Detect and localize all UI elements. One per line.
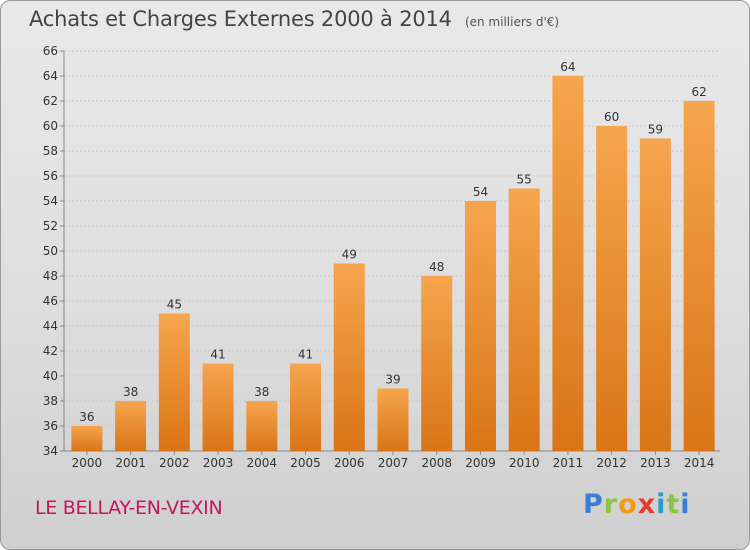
data-label: 59 — [648, 123, 663, 137]
y-tick-label: 62 — [43, 94, 58, 108]
bar — [596, 126, 628, 451]
y-tick-label: 54 — [43, 194, 58, 208]
bar — [377, 388, 409, 451]
brand-letter: i — [656, 489, 667, 520]
y-tick-label: 36 — [43, 419, 58, 433]
x-tick-label: 2008 — [421, 456, 452, 470]
brand-letter: o — [618, 489, 638, 520]
data-label: 38 — [254, 385, 269, 399]
brand-logo[interactable]: Proxiti — [583, 489, 691, 520]
x-tick-label: 2012 — [596, 456, 627, 470]
data-label: 41 — [210, 348, 225, 362]
data-label: 45 — [167, 298, 182, 312]
y-tick-label: 52 — [43, 219, 58, 233]
x-tick-label: 2007 — [378, 456, 409, 470]
x-tick-label: 2004 — [247, 456, 278, 470]
bar — [290, 363, 322, 451]
bar — [246, 401, 278, 451]
bar — [639, 138, 671, 451]
data-label: 55 — [517, 173, 532, 187]
y-tick-label: 34 — [43, 444, 58, 458]
data-label: 62 — [691, 85, 706, 99]
y-tick-labels: 34 36 38 40 42 44 46 48 50 52 54 56 58 60 62 64 66 — [43, 44, 58, 458]
x-tick-label: 2006 — [334, 456, 365, 470]
data-label: 60 — [604, 110, 619, 124]
chart-subtitle: (en milliers d'€) — [464, 15, 560, 29]
x-tick-label: 2005 — [290, 456, 321, 470]
y-tick-label: 60 — [43, 119, 58, 133]
y-tick-label: 44 — [43, 319, 58, 333]
y-tick-label: 38 — [43, 394, 58, 408]
commune-name: LE BELLAY-EN-VEXIN — [35, 497, 223, 519]
bar — [158, 313, 190, 451]
bar — [683, 101, 715, 451]
chart-title: Achats et Charges Externes 2000 à 2014 — [29, 7, 452, 31]
y-tick-label: 58 — [43, 144, 58, 158]
y-tick-label: 40 — [43, 369, 58, 383]
data-label: 38 — [123, 385, 138, 399]
x-tick-label: 2001 — [115, 456, 146, 470]
data-label: 48 — [429, 260, 444, 274]
bar — [115, 401, 147, 451]
x-tick-labels: 2000 2001 2002 2003 2004 2005 2006 2007 2008 2009… — [72, 456, 715, 470]
bars — [71, 76, 715, 451]
x-tick-label: 2002 — [159, 456, 190, 470]
brand-letter: r — [603, 489, 619, 520]
y-tick-label: 66 — [43, 44, 58, 58]
bar — [464, 201, 496, 451]
bar — [508, 188, 540, 451]
y-tick-label: 64 — [43, 69, 58, 83]
brand-letter: t — [666, 489, 681, 520]
x-tick-label: 2011 — [553, 456, 584, 470]
x-tick-label: 2003 — [203, 456, 234, 470]
data-label: 49 — [342, 248, 357, 262]
x-tick-label: 2013 — [640, 456, 671, 470]
x-tick-label: 2010 — [509, 456, 540, 470]
data-label: 39 — [385, 373, 400, 387]
data-labels: 36 38 45 41 38 41 49 39 48 54 55 64 60 59 62 — [79, 60, 707, 424]
y-tick-label: 42 — [43, 344, 58, 358]
x-tick-label: 2014 — [684, 456, 715, 470]
bar — [421, 276, 453, 451]
title-row: Achats et Charges Externes 2000 à 2014 (… — [29, 7, 559, 31]
brand-letter: P — [583, 489, 604, 520]
y-tick-label: 56 — [43, 169, 58, 183]
data-label: 36 — [79, 410, 94, 424]
y-tick-label: 50 — [43, 244, 58, 258]
brand-letter: x — [637, 489, 657, 520]
x-tick-label: 2009 — [465, 456, 496, 470]
bar — [202, 363, 234, 451]
x-tick-label: 2000 — [72, 456, 103, 470]
y-tick-label: 48 — [43, 269, 58, 283]
brand-letter: i — [680, 489, 691, 520]
data-label: 41 — [298, 348, 313, 362]
data-label: 54 — [473, 185, 488, 199]
bar — [552, 76, 584, 451]
y-tick-label: 46 — [43, 294, 58, 308]
bar — [71, 426, 103, 451]
data-label: 64 — [560, 60, 575, 74]
bar — [333, 263, 365, 451]
